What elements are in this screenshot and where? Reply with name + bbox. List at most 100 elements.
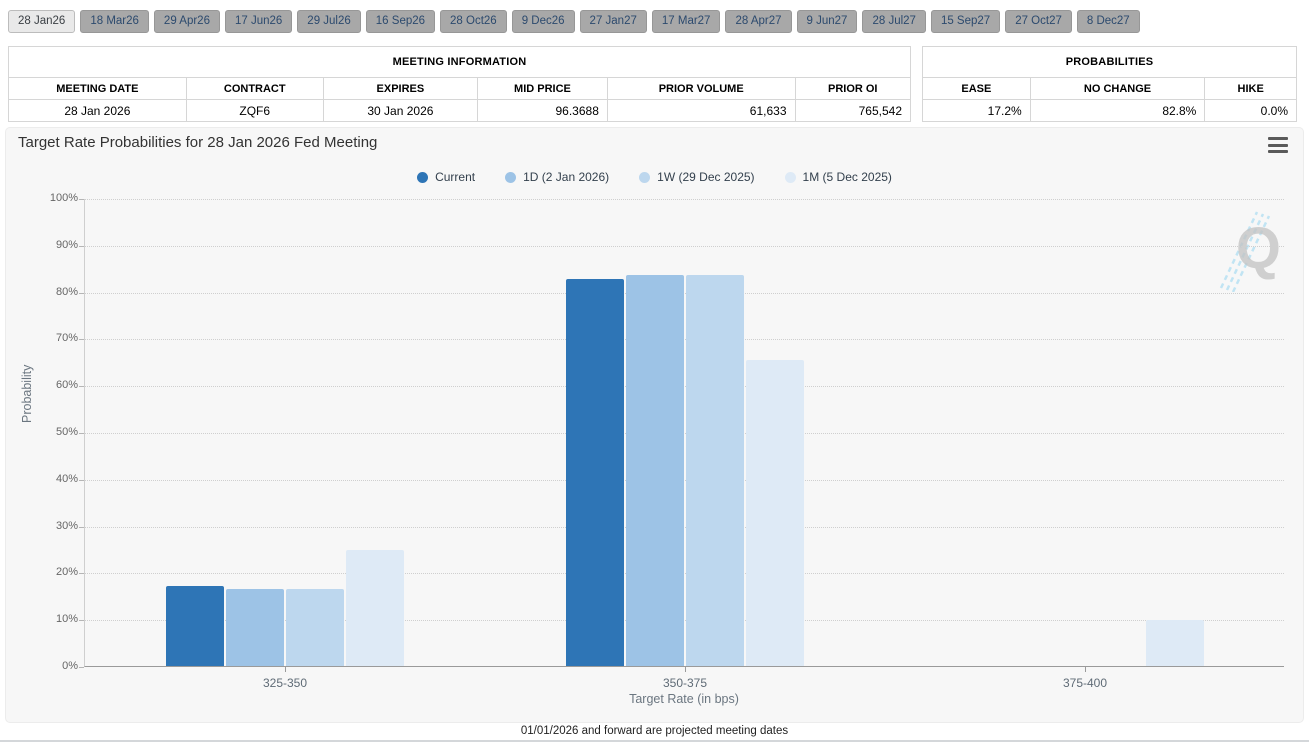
y-tick-mark (79, 573, 84, 575)
meeting-date-tab-17-jun26[interactable]: 17 Jun26 (224, 10, 293, 33)
bar-1d-350-375[interactable] (626, 275, 684, 666)
legend-item-1m[interactable]: 1M (5 Dec 2025) (784, 170, 892, 184)
y-tick-mark (79, 339, 84, 341)
y-tick-mark (79, 292, 84, 294)
x-tick-mark (1085, 667, 1086, 672)
gridline-40 (85, 479, 1284, 481)
bar-1m-325-350[interactable] (346, 549, 404, 666)
bar-current-325-350[interactable] (166, 585, 224, 666)
meeting-information-title: MEETING INFORMATION (8, 46, 911, 78)
legend-label: Current (435, 170, 476, 184)
meeting-value-mid-price: 96.3688 (477, 99, 608, 122)
y-tick-label: 40% (55, 472, 78, 485)
category-label-375-400: 375-400 (1062, 676, 1108, 690)
legend-item-current[interactable]: Current (417, 170, 475, 184)
y-tick-label: 60% (55, 379, 78, 392)
meeting-header-prior-oi: PRIOR OI (794, 77, 911, 100)
meeting-date-tab-15-sep27[interactable]: 15 Sep27 (930, 10, 1001, 33)
meeting-header-contract: CONTRACT (185, 77, 324, 100)
watermark-q-letter: Q (1235, 216, 1281, 281)
gridline-70 (85, 339, 1284, 341)
y-tick-mark (79, 433, 84, 434)
meeting-header-row: MEETING DATE CONTRACT EXPIRES MID PRICE PRIO… (8, 77, 911, 100)
probabilities-header-ease: EASE (922, 77, 1031, 100)
x-axis-title: Target Rate (in bps) (629, 692, 739, 706)
meeting-date-tab-29-apr26[interactable]: 29 Apr26 (153, 10, 220, 33)
gridline-100 (85, 199, 1284, 200)
bar-1m-350-375[interactable] (746, 359, 804, 666)
y-axis-title: Probability (20, 364, 34, 423)
y-tick-mark (79, 667, 84, 668)
meeting-date-tab-27-jan27[interactable]: 27 Jan27 (579, 10, 647, 33)
meeting-header-meeting-date: MEETING DATE (8, 77, 187, 100)
meeting-date-tab-17-mar27[interactable]: 17 Mar27 (651, 10, 721, 33)
meeting-date-tab-18-mar26[interactable]: 18 Mar26 (80, 10, 149, 33)
chart-legend: Current 1D (2 Jan 2026) 1W (29 Dec 2025) 1M… (6, 170, 1303, 184)
bar-1m-375-400[interactable] (1146, 620, 1204, 666)
gridline-90 (85, 245, 1284, 247)
meeting-date-tab-28-oct26[interactable]: 28 Oct26 (440, 10, 507, 33)
prob-header-row: EASE NO CHANGE HIKE (922, 77, 1297, 100)
y-tick-label: 50% (55, 426, 78, 438)
y-tick-label: 30% (55, 519, 78, 532)
footer-divider (0, 740, 1309, 742)
hamburger-menu-icon[interactable] (1268, 137, 1288, 153)
meeting-date-tab-9-jun27[interactable]: 9 Jun27 (796, 10, 858, 33)
y-tick-label: 20% (55, 566, 78, 579)
meeting-information-table: MEETING INFORMATION MEETING DATE CONTRACT… (8, 46, 911, 122)
probabilities-header-hike: HIKE (1204, 77, 1297, 100)
meeting-header-mid-price: MID PRICE (477, 77, 608, 100)
meeting-date-tab-28-jul27[interactable]: 28 Jul27 (862, 10, 926, 33)
meeting-header-expires: EXPIRES (322, 77, 479, 100)
meeting-date-tab-28-apr27[interactable]: 28 Apr27 (725, 10, 792, 33)
footer-note: 01/01/2026 and forward are projected mee… (520, 725, 789, 737)
legend-item-1d[interactable]: 1D (2 Jan 2026) (505, 170, 609, 184)
gridline-60 (85, 386, 1284, 388)
meeting-date-tab-8-dec27[interactable]: 8 Dec27 (1076, 10, 1140, 33)
legend-marker-icon (784, 171, 796, 183)
quikstrike-watermark: Q (1213, 206, 1285, 292)
probabilities-value-ease: 17.2% (922, 99, 1031, 122)
category-label-325-350: 325-350 (262, 676, 308, 690)
category-label-350-375: 350-375 (662, 676, 708, 690)
meeting-date-tab-28-jan26[interactable]: 28 Jan26 (8, 10, 76, 33)
legend-label: 1W (29 Dec 2025) (657, 170, 755, 184)
meeting-value-meeting-date: 28 Jan 2026 (8, 99, 187, 122)
legend-marker-icon (639, 171, 651, 183)
legend-label: 1M (5 Dec 2025) (802, 170, 892, 184)
meeting-date-tab-16-sep26[interactable]: 16 Sep26 (365, 10, 436, 33)
x-tick-mark (285, 667, 286, 672)
meeting-value-row: 28 Jan 2026 ZQF6 30 Jan 2026 96.3688 61,633 7… (8, 99, 911, 122)
prob-value-row: 17.2% 82.8% 0.0% (922, 99, 1297, 122)
probabilities-header-no-change: NO CHANGE (1029, 77, 1206, 100)
y-tick-mark (79, 620, 84, 622)
bar-1w-325-350[interactable] (286, 588, 344, 666)
meeting-date-tab-27-oct27[interactable]: 27 Oct27 (1005, 10, 1072, 33)
y-tick-mark (79, 526, 84, 528)
x-tick-mark (685, 667, 686, 672)
bar-current-350-375[interactable] (566, 278, 624, 666)
chart-panel: Target Rate Probabilities for 28 Jan 202… (5, 127, 1304, 723)
meeting-date-tab-9-dec26[interactable]: 9 Dec26 (511, 10, 575, 33)
probabilities-value-hike: 0.0% (1204, 99, 1297, 122)
y-tick-label: 10% (55, 613, 78, 626)
legend-item-1w[interactable]: 1W (29 Dec 2025) (639, 170, 755, 184)
y-tick-label: 0% (62, 660, 78, 672)
gridline-30 (85, 526, 1284, 528)
chart-title: Target Rate Probabilities for 28 Jan 202… (18, 134, 378, 151)
bar-1w-350-375[interactable] (686, 275, 744, 666)
bar-chart-plot-area: 0% 10% 20% 30% 40% 50% 60% 70% 80% 90% 100% 325-350… (50, 192, 1284, 690)
y-tick-label: 70% (55, 332, 78, 345)
meeting-date-tab-29-jul26[interactable]: 29 Jul26 (297, 10, 361, 33)
y-tick-label: 100% (49, 192, 78, 204)
legend-label: 1D (2 Jan 2026) (523, 170, 610, 184)
meeting-value-prior-volume: 61,633 (606, 99, 796, 122)
probabilities-title: PROBABILITIES (922, 46, 1297, 78)
y-tick-mark (79, 479, 84, 481)
gridline-20 (85, 573, 1284, 575)
y-tick-mark (79, 386, 84, 388)
bar-1d-325-350[interactable] (226, 588, 284, 666)
gridline-50 (85, 433, 1284, 434)
meeting-value-prior-oi: 765,542 (794, 99, 911, 122)
gridline-10 (85, 620, 1284, 622)
